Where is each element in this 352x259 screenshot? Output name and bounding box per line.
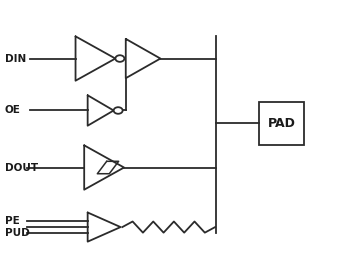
Circle shape xyxy=(115,55,124,62)
Text: PE: PE xyxy=(5,216,19,226)
Text: PUD: PUD xyxy=(5,228,29,239)
Circle shape xyxy=(114,107,122,114)
Text: DOUT: DOUT xyxy=(5,162,38,172)
Text: PAD: PAD xyxy=(268,117,296,130)
FancyBboxPatch shape xyxy=(259,102,304,145)
Text: OE: OE xyxy=(5,105,20,116)
Text: DIN: DIN xyxy=(5,54,26,63)
